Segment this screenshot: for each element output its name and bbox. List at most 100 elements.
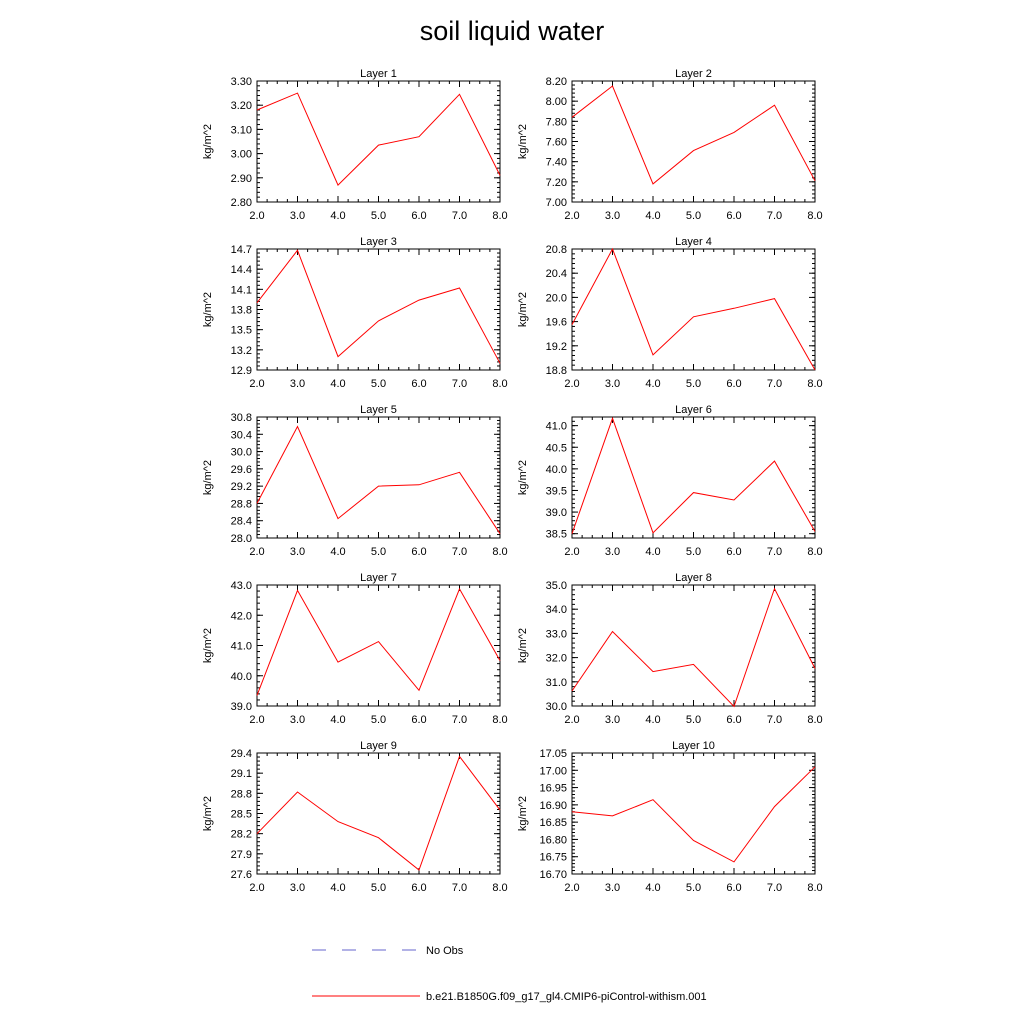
y-axis-label: kg/m^2 <box>202 460 214 495</box>
x-tick-label: 6.0 <box>726 546 741 558</box>
x-tick-label: 7.0 <box>767 882 782 894</box>
y-tick-label: 3.30 <box>231 76 252 88</box>
y-tick-label: 14.1 <box>231 284 252 296</box>
x-tick-label: 4.0 <box>645 210 660 222</box>
x-tick-label: 8.0 <box>807 210 822 222</box>
panel-title: Layer 5 <box>360 404 397 416</box>
y-tick-label: 19.2 <box>546 341 567 353</box>
x-tick-label: 8.0 <box>492 714 507 726</box>
x-tick-label: 4.0 <box>330 378 345 390</box>
x-tick-label: 5.0 <box>686 210 701 222</box>
x-tick-label: 7.0 <box>452 714 467 726</box>
x-tick-label: 4.0 <box>645 546 660 558</box>
x-tick-label: 3.0 <box>605 714 620 726</box>
y-tick-label: 16.80 <box>539 834 567 846</box>
x-tick-label: 8.0 <box>807 546 822 558</box>
x-tick-label: 6.0 <box>411 714 426 726</box>
x-tick-label: 3.0 <box>605 378 620 390</box>
y-tick-label: 42.0 <box>231 610 252 622</box>
x-tick-label: 5.0 <box>371 882 386 894</box>
y-tick-label: 20.0 <box>546 292 567 304</box>
y-tick-label: 13.5 <box>231 325 252 337</box>
y-tick-label: 32.0 <box>546 653 567 665</box>
y-tick-label: 13.8 <box>231 305 252 317</box>
series-line-model <box>571 587 816 708</box>
y-tick-label: 30.0 <box>231 447 252 459</box>
plot-frame <box>571 584 816 707</box>
panel-title: Layer 2 <box>675 68 712 80</box>
x-tick-label: 8.0 <box>492 882 507 894</box>
x-tick-label: 8.0 <box>807 378 822 390</box>
y-tick-label: 8.20 <box>546 76 567 88</box>
x-tick-label: 3.0 <box>290 546 305 558</box>
y-axis-label: kg/m^2 <box>517 628 529 663</box>
x-tick-label: 7.0 <box>767 210 782 222</box>
y-tick-label: 29.1 <box>231 768 252 780</box>
panel-title: Layer 10 <box>672 740 715 752</box>
legend-obs-label: No Obs <box>426 945 464 957</box>
y-tick-label: 2.80 <box>231 197 252 209</box>
x-tick-label: 5.0 <box>686 546 701 558</box>
y-tick-label: 7.80 <box>546 116 567 128</box>
y-tick-label: 30.4 <box>231 429 252 441</box>
panel-layer-9: Layer 9 kg/m^2 2.0 3.0 4.0 5.0 6.0 7.0 8.0 27.6 27… <box>202 740 508 894</box>
y-tick-label: 38.5 <box>546 529 567 541</box>
x-tick-label: 7.0 <box>767 546 782 558</box>
y-tick-label: 28.2 <box>231 829 252 841</box>
y-tick-label: 13.2 <box>231 345 252 357</box>
x-tick-label: 4.0 <box>645 882 660 894</box>
y-tick-label: 29.6 <box>231 464 252 476</box>
y-tick-label: 39.0 <box>546 507 567 519</box>
x-tick-label: 7.0 <box>452 210 467 222</box>
x-tick-label: 7.0 <box>452 546 467 558</box>
x-tick-label: 5.0 <box>371 714 386 726</box>
x-tick-label: 6.0 <box>411 210 426 222</box>
x-tick-label: 5.0 <box>371 546 386 558</box>
x-tick-label: 2.0 <box>249 714 264 726</box>
y-tick-label: 14.4 <box>231 264 252 276</box>
y-tick-label: 40.0 <box>546 464 567 476</box>
y-tick-label: 27.9 <box>231 849 252 861</box>
y-tick-label: 39.5 <box>546 485 567 497</box>
y-axis-label: kg/m^2 <box>517 124 529 159</box>
y-axis-label: kg/m^2 <box>517 292 529 327</box>
y-tick-label: 28.4 <box>231 516 252 528</box>
x-tick-label: 4.0 <box>330 882 345 894</box>
panel-title: Layer 3 <box>360 236 397 248</box>
y-tick-label: 19.6 <box>546 317 567 329</box>
x-tick-label: 3.0 <box>605 210 620 222</box>
x-tick-label: 4.0 <box>330 210 345 222</box>
panel-layer-3: Layer 3 kg/m^2 2.0 3.0 4.0 5.0 6.0 7.0 8.0 12.9 13… <box>202 236 508 390</box>
x-tick-label: 3.0 <box>605 882 620 894</box>
y-tick-label: 29.2 <box>231 481 252 493</box>
x-tick-label: 3.0 <box>290 714 305 726</box>
y-tick-label: 28.0 <box>231 533 252 545</box>
legend: No Obs b.e21.B1850G.f09_g17_gl4.CMIP6-pi… <box>312 945 707 1003</box>
y-tick-label: 28.5 <box>231 809 252 821</box>
series-line-model <box>571 85 816 185</box>
panel-title: Layer 9 <box>360 740 397 752</box>
panel-layer-7: Layer 7 kg/m^2 2.0 3.0 4.0 5.0 6.0 7.0 8.0 39.0 40… <box>202 572 508 726</box>
plot-frame <box>571 416 816 539</box>
y-axis-label: kg/m^2 <box>517 460 529 495</box>
series-line-model <box>571 247 816 371</box>
y-tick-label: 17.05 <box>539 748 567 760</box>
x-tick-label: 6.0 <box>726 882 741 894</box>
series-line-model <box>571 416 816 534</box>
panel-title: Layer 8 <box>675 572 712 584</box>
panel-layer-1: Layer 1 kg/m^2 2.0 3.0 4.0 5.0 6.0 7.0 8.0 2.80 2.… <box>202 68 508 222</box>
plot-frame <box>256 752 501 875</box>
panel-layer-6: Layer 6 kg/m^2 2.0 3.0 4.0 5.0 6.0 7.0 8.0 38.5 39… <box>517 404 823 558</box>
y-tick-label: 34.0 <box>546 604 567 616</box>
y-tick-label: 14.7 <box>231 244 252 256</box>
x-tick-label: 4.0 <box>645 714 660 726</box>
x-tick-label: 8.0 <box>807 882 822 894</box>
y-tick-label: 40.0 <box>231 671 252 683</box>
series-line-model <box>256 755 501 871</box>
x-tick-label: 5.0 <box>686 714 701 726</box>
y-tick-label: 27.6 <box>231 869 252 881</box>
x-tick-label: 3.0 <box>290 378 305 390</box>
x-tick-label: 6.0 <box>726 378 741 390</box>
y-tick-label: 33.0 <box>546 628 567 640</box>
